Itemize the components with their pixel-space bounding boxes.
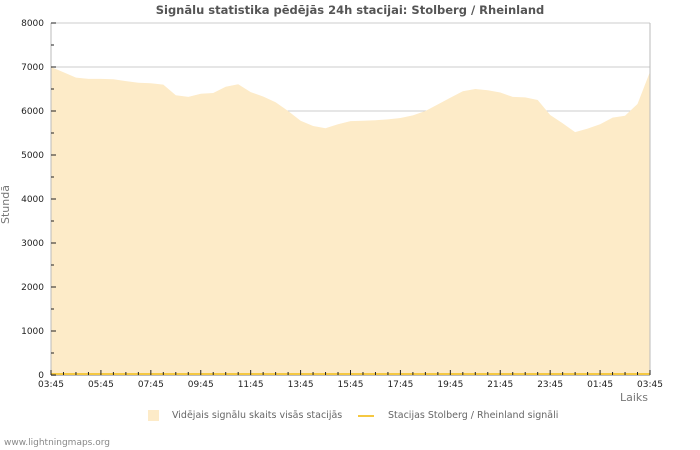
svg-text:03:45: 03:45: [637, 380, 663, 390]
svg-text:11:45: 11:45: [238, 380, 264, 390]
svg-text:19:45: 19:45: [437, 380, 463, 390]
svg-text:07:45: 07:45: [138, 380, 164, 390]
area-swatch-icon: [148, 410, 159, 421]
svg-text:3000: 3000: [21, 239, 44, 249]
legend-item-avg: Vidējais signālu skaits visās stacijās: [148, 410, 342, 421]
svg-text:8000: 8000: [21, 19, 44, 29]
x-axis-ticks: 03:45 05:45 07:45 09:45 11:45 13:45 15:45 17:45…: [38, 370, 663, 390]
y-axis-label: Stundā: [0, 185, 12, 224]
svg-text:0: 0: [38, 371, 44, 381]
legend-avg-label: Vidējais signālu skaits visās stacijās: [172, 410, 343, 421]
footer-site-link[interactable]: www.lightningmaps.org: [4, 438, 110, 448]
svg-text:21:45: 21:45: [487, 380, 513, 390]
line-swatch-icon: [358, 414, 374, 417]
legend: Vidējais signālu skaits visās stacijās S…: [0, 410, 700, 426]
svg-text:01:45: 01:45: [587, 380, 613, 390]
svg-text:5000: 5000: [21, 151, 44, 161]
svg-text:7000: 7000: [21, 63, 44, 73]
svg-text:2000: 2000: [21, 283, 44, 293]
legend-item-station: Stacijas Stolberg / Rheinland signāli: [358, 410, 558, 421]
svg-text:23:45: 23:45: [537, 380, 563, 390]
legend-station-label: Stacijas Stolberg / Rheinland signāli: [388, 410, 559, 421]
svg-text:13:45: 13:45: [288, 380, 314, 390]
svg-text:05:45: 05:45: [88, 380, 114, 390]
chart-title: Signālu statistika pēdējās 24h stacijai:…: [155, 3, 545, 17]
svg-text:03:45: 03:45: [38, 380, 64, 390]
svg-text:15:45: 15:45: [338, 380, 364, 390]
x-axis-label: Laiks: [620, 391, 649, 404]
y-axis-ticks: 0 1000 2000 3000 4000 5000 6000 7000 8000: [21, 19, 56, 381]
svg-text:09:45: 09:45: [188, 380, 214, 390]
svg-text:1000: 1000: [21, 327, 44, 337]
svg-text:6000: 6000: [21, 107, 44, 117]
avg-signals-area: [51, 67, 650, 375]
svg-text:17:45: 17:45: [387, 380, 413, 390]
svg-text:4000: 4000: [21, 195, 44, 205]
